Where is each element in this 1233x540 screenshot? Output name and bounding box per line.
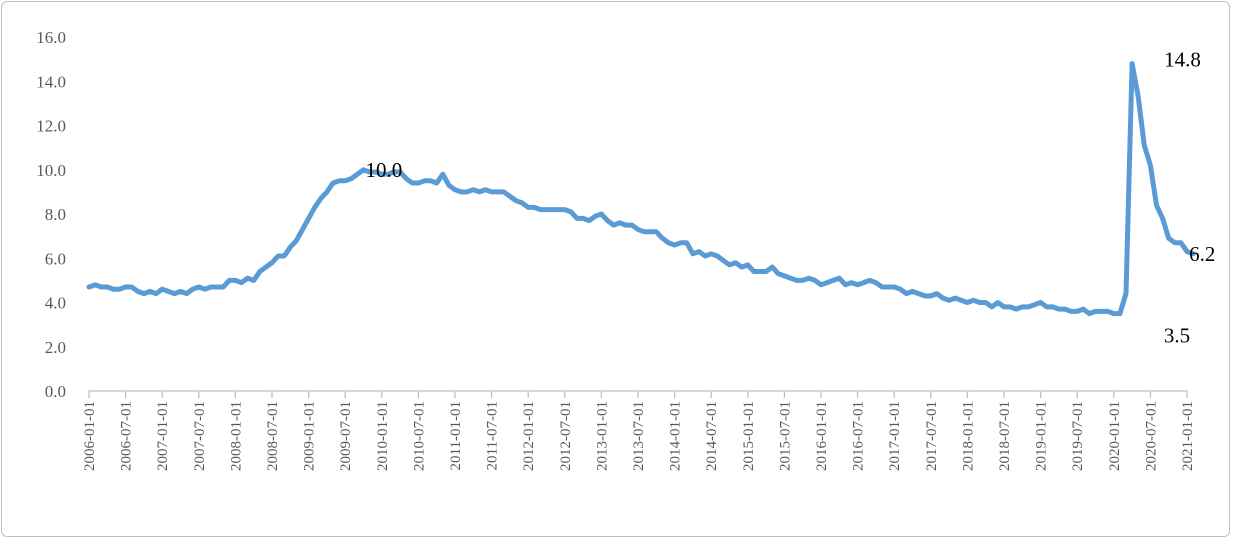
x-tick-label: 2018-01-01 [960, 401, 976, 471]
x-tick-label: 2013-07-01 [631, 401, 647, 471]
x-axis: 2006-01-01 2006-07-01 2007-01-01 2007-07-01… [82, 390, 1196, 471]
x-tick-label: 2006-07-01 [119, 401, 135, 471]
x-tick-label: 2018-07-01 [997, 401, 1013, 471]
x-tick-label: 2009-01-01 [302, 401, 318, 471]
y-tick-label: 4.0 [45, 294, 66, 313]
x-tick-label: 2010-07-01 [411, 401, 427, 471]
x-tick-label: 2010-01-01 [375, 401, 391, 471]
y-tick-label: 10.0 [36, 161, 66, 180]
x-tick-label: 2016-01-01 [814, 401, 830, 471]
x-tick-label: 2017-01-01 [887, 401, 903, 471]
y-tick-label: 14.0 [36, 72, 66, 91]
y-tick-label: 16.0 [36, 28, 66, 47]
data-label: 3.5 [1164, 324, 1190, 348]
x-tick-label: 2016-07-01 [851, 401, 867, 471]
x-tick-label: 2019-01-01 [1034, 401, 1050, 471]
x-tick-label: 2014-07-01 [704, 401, 720, 471]
x-tick-label: 2013-01-01 [594, 401, 610, 471]
x-tick-label: 2008-01-01 [228, 401, 244, 471]
data-label: 10.0 [366, 158, 403, 182]
x-tick-label: 2011-07-01 [485, 401, 501, 470]
x-tick-label: 2015-01-01 [741, 401, 757, 471]
annotations: 10.0 14.8 3.5 6.2 [366, 48, 1216, 348]
y-tick-label: 8.0 [45, 205, 66, 224]
y-tick-label: 6.0 [45, 249, 66, 268]
x-tick-label: 2014-01-01 [668, 401, 684, 471]
x-tick-label: 2019-07-01 [1070, 401, 1086, 471]
x-tick-label: 2011-01-01 [448, 401, 464, 470]
y-tick-label: 12.0 [36, 117, 66, 136]
x-tick-label: 2009-07-01 [338, 401, 354, 471]
y-tick-label: 2.0 [45, 338, 66, 357]
data-label: 6.2 [1189, 242, 1215, 266]
x-tick-label: 2021-01-01 [1180, 401, 1196, 471]
x-tick-label: 2017-07-01 [924, 401, 940, 471]
x-tick-label: 2006-01-01 [82, 401, 98, 471]
x-tick-label: 2007-01-01 [155, 401, 171, 471]
x-tick-label: 2008-07-01 [265, 401, 281, 471]
x-tick-label: 2012-01-01 [521, 401, 537, 471]
x-tick-label: 2007-07-01 [192, 401, 208, 471]
series-line-unemployment [86, 61, 1196, 317]
x-tick-label: 2015-07-01 [777, 401, 793, 471]
y-axis: 0.0 2.0 4.0 6.0 8.0 10.0 12.0 14.0 16.0 [36, 28, 66, 401]
data-label: 14.8 [1164, 48, 1201, 72]
x-tick-label: 2020-01-01 [1107, 401, 1123, 471]
x-tick-label: 2012-07-01 [558, 401, 574, 471]
x-tick-label: 2020-07-01 [1143, 401, 1159, 471]
y-tick-label: 0.0 [45, 382, 66, 401]
